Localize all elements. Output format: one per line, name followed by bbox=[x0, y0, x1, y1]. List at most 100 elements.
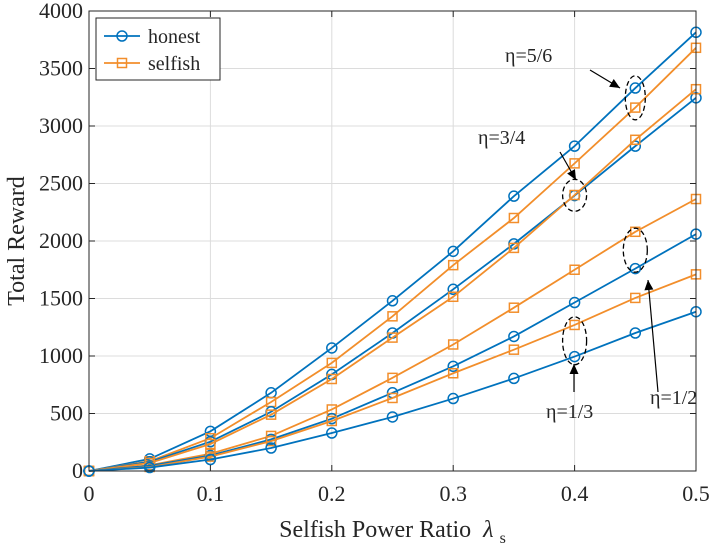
data-point bbox=[326, 415, 338, 427]
axis-ticks: 0 0.1 0.2 0.3 0.4 0.5 0 500 1000 1500 2000 2500 3000… bbox=[39, 0, 710, 506]
y-tick-label: 1500 bbox=[39, 286, 83, 311]
data-point bbox=[508, 212, 520, 224]
data-point bbox=[387, 332, 398, 343]
legend-marker bbox=[116, 57, 128, 69]
data-point bbox=[387, 372, 398, 384]
series-honest-1-3 bbox=[83, 305, 702, 477]
y-tick-label: 0 bbox=[72, 458, 83, 483]
y-tick-label: 2500 bbox=[39, 171, 83, 196]
data-point bbox=[630, 226, 641, 238]
annotation-eta-1-2: η=1/2 bbox=[622, 227, 697, 409]
annotation-label: η=1/2 bbox=[650, 387, 697, 409]
data-point bbox=[568, 140, 581, 152]
legend-label: selfish bbox=[148, 53, 200, 75]
series-selfish-3-4 bbox=[83, 83, 702, 477]
series-selfish-1-3 bbox=[83, 269, 702, 477]
data-point bbox=[508, 330, 520, 343]
x-tick-label: 0 bbox=[84, 481, 95, 506]
annotation-arrow-line bbox=[647, 279, 659, 393]
annotation-label: η=1/3 bbox=[546, 401, 593, 423]
data-point bbox=[569, 319, 580, 331]
data-point bbox=[569, 264, 580, 275]
data-point bbox=[629, 327, 642, 339]
legend-marker bbox=[116, 30, 128, 42]
annotation-label: η=3/4 bbox=[478, 127, 525, 149]
data-point bbox=[447, 291, 459, 303]
data-point bbox=[630, 134, 641, 146]
data-point bbox=[630, 292, 641, 304]
annotation-arrow-head bbox=[644, 280, 654, 291]
data-point bbox=[447, 283, 459, 296]
y-tick-label: 2000 bbox=[39, 228, 83, 253]
annotation-arrow-head bbox=[609, 78, 620, 88]
data-point bbox=[326, 357, 338, 369]
legend-entry-honest: honest bbox=[104, 26, 201, 48]
data-point bbox=[447, 339, 459, 350]
x-axis-title-subscript: s bbox=[500, 530, 506, 547]
y-tick-label: 1000 bbox=[39, 343, 83, 368]
data-point bbox=[447, 368, 459, 379]
data-point bbox=[508, 242, 520, 254]
data-point bbox=[387, 311, 398, 322]
annotation-ellipse bbox=[624, 75, 646, 121]
data-point bbox=[447, 360, 459, 373]
x-tick-label: 0.3 bbox=[439, 481, 467, 506]
data-point bbox=[387, 392, 398, 404]
data-point bbox=[447, 259, 459, 271]
data-point bbox=[568, 296, 581, 309]
data-point bbox=[508, 344, 520, 355]
annotation-eta-3-4: η=3/4 bbox=[478, 127, 588, 212]
x-axis-title-symbol: λ bbox=[482, 517, 493, 543]
y-tick-label: 3000 bbox=[39, 113, 83, 138]
data-point bbox=[508, 372, 520, 385]
data-point bbox=[629, 262, 642, 275]
grid bbox=[88, 10, 697, 472]
data-point bbox=[265, 435, 277, 447]
y-tick-label: 4000 bbox=[39, 0, 83, 23]
annotation-eta-5-6: η=5/6 bbox=[505, 45, 646, 121]
data-point bbox=[630, 102, 641, 113]
annotation-label: η=5/6 bbox=[505, 45, 552, 67]
legend-box bbox=[95, 17, 221, 81]
x-axis-title-text: Selfish Power Ratio bbox=[279, 517, 471, 543]
data-point bbox=[205, 438, 216, 450]
series-lines bbox=[83, 26, 702, 477]
data-point bbox=[569, 189, 580, 201]
x-tick-label: 0.4 bbox=[561, 481, 589, 506]
data-point bbox=[508, 302, 520, 313]
data-point bbox=[569, 158, 580, 169]
data-point bbox=[386, 295, 399, 307]
annotation-eta-1-3: η=1/3 bbox=[546, 316, 593, 423]
data-point bbox=[265, 442, 277, 454]
data-point bbox=[386, 411, 399, 423]
x-tick-label: 0.2 bbox=[318, 481, 346, 506]
series-line bbox=[88, 310, 697, 472]
annotation-ellipse bbox=[561, 178, 588, 212]
y-tick-label: 500 bbox=[50, 401, 83, 426]
series-line bbox=[88, 198, 697, 472]
data-point bbox=[326, 342, 338, 354]
data-point bbox=[326, 373, 338, 385]
x-tick-label: 0.1 bbox=[197, 481, 225, 506]
series-line bbox=[88, 88, 697, 472]
data-point bbox=[629, 140, 642, 152]
legend: honest selfish bbox=[95, 17, 221, 81]
data-point bbox=[265, 409, 277, 420]
data-point bbox=[204, 453, 217, 466]
annotations: η=5/6 η=3/4 η=1/2 η=1/3 bbox=[478, 45, 697, 423]
series-line bbox=[88, 47, 697, 472]
legend-entry-selfish: selfish bbox=[104, 53, 200, 75]
annotation-arrow-head bbox=[567, 169, 576, 180]
annotation-arrow-head bbox=[569, 364, 579, 374]
data-point bbox=[629, 82, 642, 94]
series-line bbox=[88, 273, 697, 472]
x-axis-title: Selfish Power Ratio λ s bbox=[279, 517, 506, 547]
data-point bbox=[447, 392, 459, 405]
y-axis-title: Total Reward bbox=[4, 176, 30, 306]
data-point bbox=[143, 461, 156, 474]
x-tick-label: 0.5 bbox=[682, 481, 710, 506]
y-tick-label: 3500 bbox=[39, 56, 83, 81]
annotation-ellipse bbox=[622, 227, 648, 273]
data-point bbox=[568, 350, 581, 363]
